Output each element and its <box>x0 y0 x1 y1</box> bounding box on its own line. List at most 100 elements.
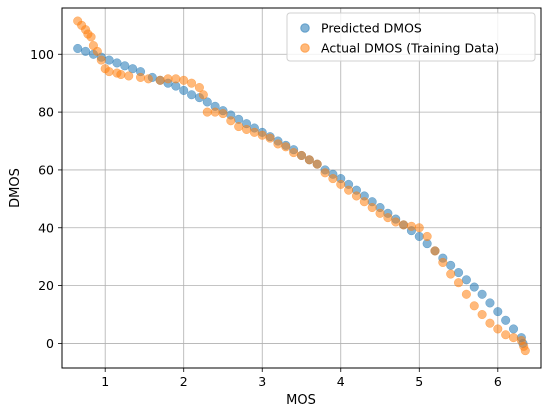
x-tick-label: 6 <box>494 374 502 389</box>
data-point <box>194 82 204 93</box>
data-point <box>422 231 432 241</box>
data-point <box>187 78 197 88</box>
data-point <box>96 55 106 65</box>
data-point <box>485 318 495 328</box>
legend-label: Actual DMOS (Training Data) <box>321 41 499 56</box>
data-point <box>135 72 146 82</box>
x-tick-label: 3 <box>258 374 266 389</box>
data-point <box>520 346 530 356</box>
data-point <box>116 69 126 80</box>
data-point <box>202 107 212 117</box>
data-point <box>155 75 165 85</box>
data-point <box>375 208 385 218</box>
legend-marker <box>300 23 310 33</box>
data-point <box>485 298 495 308</box>
y-axis-label: DMOS <box>8 168 23 208</box>
data-point <box>501 315 511 325</box>
data-point <box>367 202 377 213</box>
data-point <box>461 289 471 299</box>
data-point <box>446 269 456 279</box>
data-point <box>438 257 448 268</box>
data-point <box>312 159 322 169</box>
grid-lines <box>62 8 541 368</box>
data-point <box>289 148 299 158</box>
data-point <box>104 67 114 77</box>
legend: Predicted DMOS Actual DMOS (Training Data… <box>286 12 536 62</box>
data-point <box>273 139 283 149</box>
series-predicted-dmos <box>73 43 528 348</box>
legend-marker <box>300 43 310 53</box>
data-point <box>92 46 102 56</box>
data-point <box>469 282 479 292</box>
x-tick-label: 2 <box>180 374 188 389</box>
data-point <box>493 307 503 317</box>
data-point <box>406 221 416 231</box>
y-tick-label: 80 <box>38 105 54 120</box>
data-point <box>163 74 173 84</box>
data-point <box>344 185 354 195</box>
y-tick-label: 20 <box>38 278 54 293</box>
data-point <box>187 90 197 100</box>
data-point <box>171 74 181 84</box>
data-point <box>249 127 259 137</box>
data-point <box>202 97 212 107</box>
data-point <box>351 191 362 201</box>
y-tick-label: 0 <box>46 336 54 351</box>
plot-frame <box>61 7 542 369</box>
x-tick-label: 1 <box>101 374 109 389</box>
data-point <box>453 278 464 288</box>
x-tick-label: 5 <box>415 374 423 389</box>
data-point <box>493 324 503 334</box>
data-point <box>198 90 208 100</box>
data-point <box>104 55 114 65</box>
data-point <box>383 213 393 223</box>
data-point <box>469 301 479 311</box>
data-point <box>414 223 424 233</box>
data-point <box>508 333 519 343</box>
data-point <box>73 43 83 54</box>
data-point <box>265 133 275 143</box>
data-point <box>508 324 519 334</box>
legend-box <box>286 12 536 62</box>
data-point <box>328 174 338 184</box>
y-tick-label: 40 <box>38 220 54 235</box>
data-point <box>281 142 291 152</box>
series-layer <box>73 16 530 356</box>
data-point <box>112 58 122 68</box>
data-point <box>241 124 252 134</box>
data-point <box>336 179 346 189</box>
data-point <box>320 168 330 178</box>
data-point <box>359 197 369 207</box>
data-point <box>461 275 471 285</box>
data-point <box>446 260 456 270</box>
data-point <box>128 64 138 74</box>
legend-label: Predicted DMOS <box>321 21 422 36</box>
y-tick-label: 100 <box>30 47 54 62</box>
series-actual-dmos <box>73 16 530 356</box>
x-axis-label: MOS <box>286 393 316 408</box>
y-tick-label: 60 <box>38 162 54 177</box>
data-point <box>81 46 91 56</box>
data-point <box>501 330 511 340</box>
data-point <box>257 130 267 140</box>
data-point <box>143 74 153 84</box>
data-point <box>399 220 409 230</box>
data-point <box>234 122 244 132</box>
data-point <box>296 150 307 161</box>
data-point <box>391 217 401 227</box>
data-point <box>477 309 487 320</box>
data-point <box>179 85 189 95</box>
data-point <box>86 32 96 42</box>
data-point <box>430 246 440 256</box>
data-point <box>210 107 220 117</box>
data-point <box>179 75 189 85</box>
data-point <box>226 116 236 126</box>
data-point <box>453 268 464 278</box>
data-point <box>218 108 228 119</box>
data-point <box>414 231 424 241</box>
data-point <box>124 71 134 81</box>
data-point <box>120 61 130 71</box>
data-point <box>477 289 487 299</box>
